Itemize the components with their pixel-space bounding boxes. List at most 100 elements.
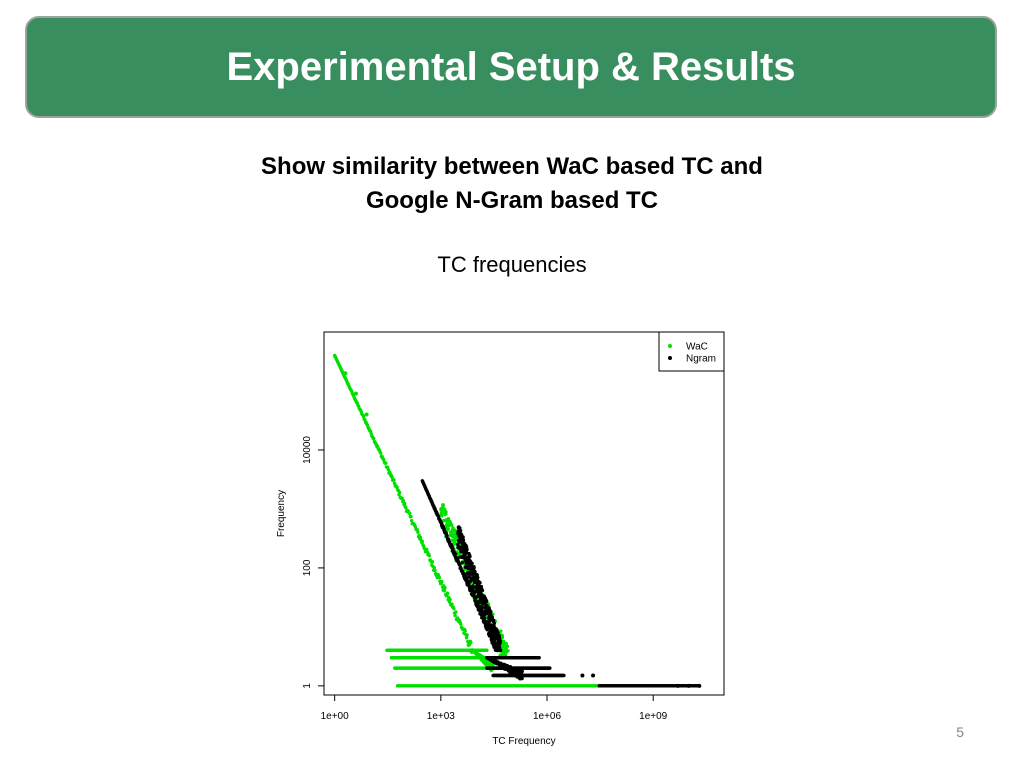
data-point	[441, 510, 445, 515]
data-point	[402, 501, 407, 506]
data-point	[480, 615, 484, 619]
data-point	[494, 630, 498, 635]
data-point	[456, 531, 460, 536]
data-point	[466, 557, 470, 561]
data-point	[496, 637, 500, 642]
data-point	[456, 542, 460, 547]
data-point	[500, 635, 504, 640]
data-point	[488, 610, 493, 615]
data-point	[452, 541, 457, 545]
data-point	[686, 683, 691, 688]
y-axis-label: Frequency	[276, 490, 287, 537]
data-point	[520, 669, 524, 674]
data-point	[485, 648, 489, 653]
data-point	[503, 642, 507, 647]
data-point	[465, 571, 470, 575]
data-point	[443, 586, 447, 590]
x-tick-label: 1e+00	[321, 711, 350, 722]
data-point	[459, 555, 464, 559]
data-point	[453, 613, 457, 618]
data-point	[467, 551, 471, 556]
data-point	[448, 533, 453, 538]
data-point	[459, 540, 463, 544]
legend-entry: Ngram	[686, 354, 716, 365]
data-point	[427, 553, 431, 558]
data-point	[486, 624, 491, 629]
data-point	[591, 673, 596, 678]
data-point	[451, 526, 455, 530]
data-point	[464, 636, 469, 640]
data-point	[502, 653, 506, 657]
data-point	[482, 618, 486, 622]
data-point	[474, 580, 479, 585]
data-point	[364, 412, 369, 417]
data-point	[492, 621, 497, 626]
data-point	[420, 539, 425, 544]
data-point	[459, 533, 463, 537]
data-point	[463, 629, 467, 633]
data-point	[451, 546, 455, 551]
y-tick-label: 1	[302, 683, 313, 689]
data-point	[494, 648, 499, 653]
data-point	[468, 559, 472, 564]
data-point	[497, 633, 501, 638]
data-point	[450, 602, 454, 606]
x-axis: 1e+00 1e+03 1e+06 1e+09	[321, 695, 668, 722]
data-point	[491, 641, 496, 646]
data-point	[469, 640, 473, 645]
data-point	[453, 552, 458, 556]
data-point	[437, 575, 442, 580]
data-point	[442, 589, 447, 593]
data-point	[466, 563, 471, 568]
legend-box	[658, 331, 725, 372]
data-point	[489, 628, 494, 633]
y-axis: 1 100 10000	[302, 436, 324, 689]
data-point	[463, 554, 467, 558]
data-point	[499, 629, 503, 633]
data-point	[497, 645, 502, 650]
data-point	[463, 565, 468, 569]
data-point	[480, 605, 484, 610]
data-point	[404, 506, 408, 510]
data-point	[392, 478, 396, 482]
data-point	[484, 611, 489, 616]
data-point	[384, 461, 388, 465]
data-point	[490, 617, 494, 622]
data-point	[397, 490, 402, 495]
data-point	[460, 560, 464, 565]
data-point	[474, 574, 478, 579]
data-point	[444, 518, 449, 523]
legend-marker	[668, 356, 672, 360]
data-point	[433, 568, 437, 572]
data-point	[562, 673, 566, 678]
data-point	[473, 569, 477, 574]
data-point	[386, 467, 390, 472]
data-point	[548, 666, 552, 670]
slide-subtitle: Show similarity between WaC based TC and…	[0, 150, 1024, 218]
series-wac	[332, 353, 602, 688]
data-point	[498, 648, 503, 653]
data-point	[467, 575, 471, 579]
data-point	[478, 589, 483, 593]
data-point	[372, 436, 376, 441]
data-point	[401, 498, 406, 503]
data-point	[454, 610, 458, 614]
data-point	[480, 595, 484, 600]
data-point	[465, 633, 469, 637]
data-point	[472, 564, 476, 569]
data-point	[498, 640, 502, 644]
data-point	[459, 545, 463, 549]
data-point	[461, 535, 465, 539]
data-point	[459, 622, 463, 626]
data-point	[452, 606, 456, 611]
data-point	[493, 627, 498, 631]
data-point	[450, 538, 455, 542]
data-point	[495, 642, 499, 647]
x-tick-label: 1e+03	[427, 711, 456, 722]
slide-number: 5	[956, 724, 964, 740]
data-point	[418, 535, 423, 540]
data-point	[484, 622, 488, 627]
data-point	[503, 648, 508, 652]
